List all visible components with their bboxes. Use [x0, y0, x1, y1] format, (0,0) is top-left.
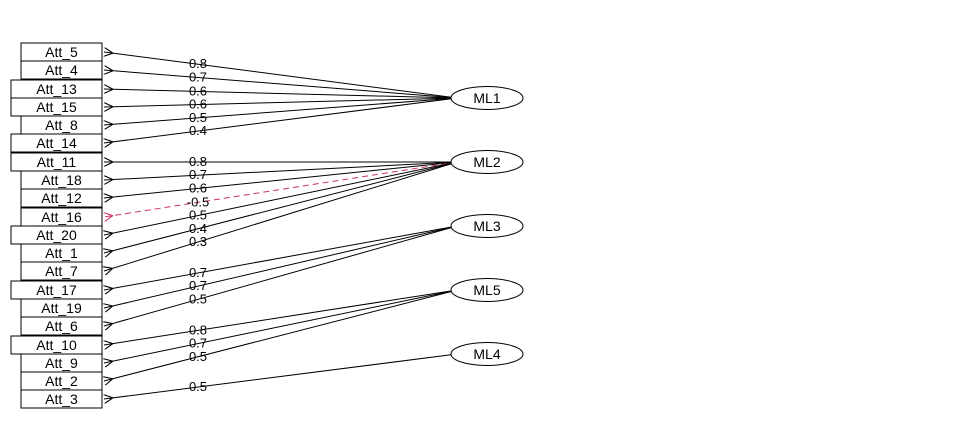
item-label-att_10: Att_10 — [36, 337, 77, 353]
loading-label-att_16: -0.5 — [187, 194, 209, 209]
item-label-att_18: Att_18 — [41, 172, 82, 188]
loading-edge-ml2-att_1 — [104, 161, 458, 253]
item-label-att_1: Att_1 — [45, 245, 78, 261]
loading-label-att_12: 0.6 — [189, 180, 207, 195]
item-box-att_3 — [20, 389, 103, 409]
loading-edge-ml5-att_10 — [104, 289, 458, 345]
item-label-att_13: Att_13 — [36, 81, 77, 97]
loading-edge-ml3-att_17 — [104, 225, 458, 290]
item-label-att_5: Att_5 — [45, 44, 78, 60]
loading-label-att_2: 0.5 — [189, 349, 207, 364]
loading-edge-ml1-att_15 — [104, 97, 458, 107]
factor-label-ml3: ML3 — [473, 218, 500, 234]
item-label-att_14: Att_14 — [36, 135, 77, 151]
loading-edge-ml5-att_9 — [104, 289, 458, 363]
loading-label-att_1: 0.4 — [189, 221, 207, 236]
item-label-att_20: Att_20 — [36, 227, 77, 243]
loading-label-att_17: 0.7 — [189, 265, 207, 280]
item-label-att_11: Att_11 — [37, 154, 77, 170]
loading-edge-ml3-att_19 — [104, 225, 458, 308]
item-boxes-layer: Att_5 Att_4 Att_13 Att_15 Att_8 Att_14 Att_11 A… — [10, 42, 103, 409]
item-box-att_4 — [20, 60, 103, 80]
loading-edge-ml1-att_5 — [104, 52, 458, 99]
loading-edge-ml2-att_18 — [104, 161, 458, 180]
loading-label-att_5: 0.8 — [189, 56, 207, 71]
item-label-att_12: Att_12 — [41, 190, 82, 206]
item-label-att_2: Att_2 — [45, 373, 78, 389]
factor-node-ml2 — [450, 150, 524, 174]
loading-label-att_15: 0.6 — [189, 97, 207, 112]
edges-layer — [104, 52, 458, 399]
loading-edge-ml4-att_3 — [104, 353, 458, 399]
item-box-att_12 — [20, 188, 103, 208]
loading-label-att_11: 0.8 — [189, 154, 207, 169]
factor-label-ml2: ML2 — [473, 154, 500, 170]
loading-label-att_13: 0.6 — [189, 83, 207, 98]
item-label-att_19: Att_19 — [41, 300, 82, 316]
loading-label-att_3: 0.5 — [189, 379, 207, 394]
item-label-att_8: Att_8 — [45, 117, 78, 133]
factor-node-ml1 — [450, 86, 524, 110]
factor-label-ml1: ML1 — [473, 90, 500, 106]
item-label-att_9: Att_9 — [45, 355, 78, 371]
item-label-att_4: Att_4 — [45, 62, 78, 78]
loading-edge-ml1-att_8 — [104, 97, 458, 125]
loading-edge-ml1-att_13 — [104, 89, 458, 99]
item-label-att_16: Att_16 — [41, 209, 82, 225]
factor-nodes-layer: ML1 ML2 ML3 ML5 ML4 — [450, 86, 524, 366]
item-label-att_17: Att_17 — [36, 282, 77, 298]
loading-edge-ml2-att_16 — [104, 161, 458, 217]
item-box-att_7 — [20, 261, 103, 281]
loading-edge-ml2-att_7 — [104, 161, 458, 271]
loading-label-att_8: 0.5 — [189, 110, 207, 125]
loading-edge-ml1-att_14 — [104, 97, 458, 143]
factor-label-ml4: ML4 — [473, 346, 500, 362]
loading-label-att_10: 0.8 — [189, 322, 207, 337]
loading-edge-ml5-att_2 — [104, 289, 458, 381]
loading-edge-ml3-att_6 — [104, 225, 458, 326]
item-label-att_15: Att_15 — [36, 99, 77, 115]
loading-edge-ml2-att_20 — [104, 161, 458, 235]
loading-edge-ml1-att_4 — [104, 70, 458, 99]
factor-node-ml3 — [450, 214, 524, 238]
item-label-att_7: Att_7 — [45, 263, 78, 279]
factor-node-ml4 — [450, 342, 524, 366]
item-box-att_6 — [20, 316, 103, 336]
loading-label-att_19: 0.7 — [189, 278, 207, 293]
loading-labels-layer: 0.80.70.60.60.50.40.80.70.6-0.50.50.40.3… — [187, 56, 209, 394]
item-label-att_6: Att_6 — [45, 318, 78, 334]
loading-label-att_6: 0.5 — [189, 291, 207, 306]
loading-edge-ml2-att_12 — [104, 161, 458, 198]
factor-label-ml5: ML5 — [473, 282, 500, 298]
item-label-att_3: Att_3 — [45, 391, 78, 407]
item-box-att_14 — [10, 133, 103, 153]
factor-node-ml5 — [450, 278, 524, 302]
loading-label-att_20: 0.5 — [189, 208, 207, 223]
loading-label-att_9: 0.7 — [189, 336, 207, 351]
loading-label-att_14: 0.4 — [189, 123, 207, 138]
loading-label-att_7: 0.3 — [189, 234, 207, 249]
loading-label-att_18: 0.7 — [189, 167, 207, 182]
loading-label-att_4: 0.7 — [189, 69, 207, 84]
